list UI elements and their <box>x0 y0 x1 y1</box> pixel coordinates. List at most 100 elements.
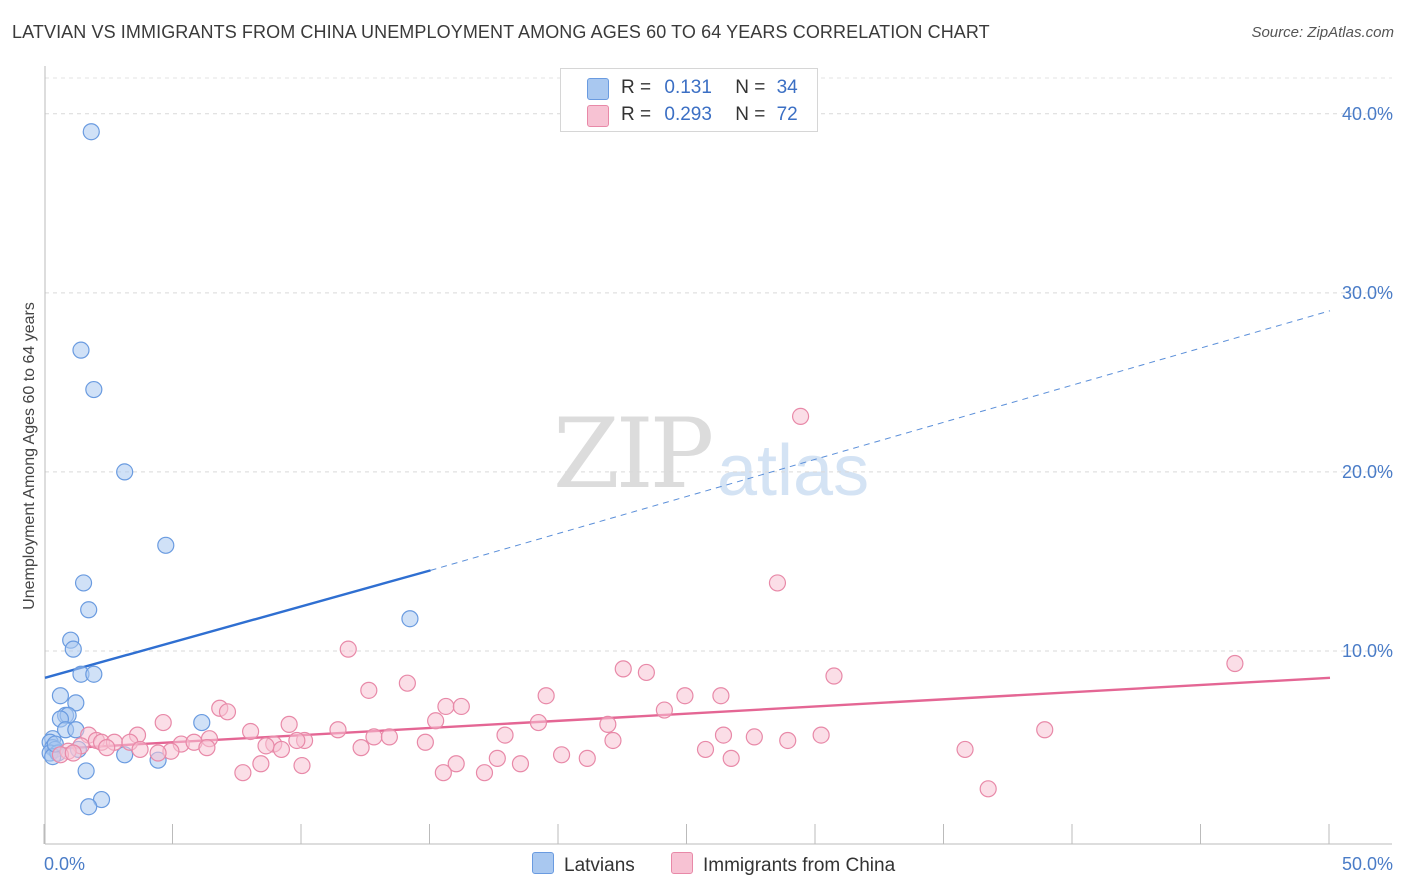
latvian-point <box>157 536 175 554</box>
china-point <box>825 667 843 685</box>
china-point <box>288 731 306 750</box>
axis-labels: 10.0% 20.0% 30.0% 40.0% 0.0% 50.0% Unemploymen… <box>21 104 1393 874</box>
china-point <box>218 703 237 721</box>
china-point <box>1226 654 1244 673</box>
y-tick-label: 20.0% <box>1342 462 1393 482</box>
china-point <box>198 739 216 757</box>
china-point <box>257 737 275 755</box>
latvian-point <box>92 790 111 809</box>
legend-n-value: 34 <box>776 77 798 98</box>
china-point <box>956 740 974 759</box>
china-point <box>578 749 596 767</box>
y-tick-label: 30.0% <box>1342 283 1393 303</box>
china-point <box>380 728 398 746</box>
legend-r-label: R = <box>621 77 652 98</box>
bottom-legend-label: Latvians <box>564 855 635 876</box>
legend-r-value: 0.131 <box>664 77 712 98</box>
china-trend-line <box>44 676 1331 751</box>
china-point <box>365 728 383 746</box>
china-point <box>352 739 370 757</box>
latvian-point <box>80 798 98 816</box>
latvian-point <box>401 610 419 628</box>
china-point <box>696 740 715 759</box>
grid <box>45 77 1392 652</box>
china-point <box>812 726 830 744</box>
china-point <box>511 755 530 773</box>
china-point <box>447 755 465 773</box>
china-point <box>979 780 997 798</box>
correlation-legend: R = 0.131 N = 34 R = 0.293 N = 72 <box>560 68 818 132</box>
china-point <box>452 697 470 716</box>
y-tick-label: 10.0% <box>1342 641 1393 661</box>
china-point <box>416 733 434 751</box>
china-point <box>745 728 763 746</box>
china-point <box>280 715 298 733</box>
x-tick-label: 0.0% <box>44 854 85 874</box>
legend-swatch-china <box>587 105 609 127</box>
china-point <box>768 574 787 592</box>
source-label: Source: ZipAtlas.com <box>1251 24 1394 41</box>
china-point <box>293 756 311 775</box>
legend-r-value: 0.293 <box>664 104 712 125</box>
legend-n-value: 72 <box>776 104 798 125</box>
bottom-legend-china: Immigrants from China <box>671 852 895 877</box>
y-axis-title: Unemployment Among Ages 60 to 64 years <box>21 302 38 610</box>
china-point <box>655 701 673 719</box>
china-point <box>714 726 733 744</box>
china-point <box>398 674 416 692</box>
china-point <box>496 726 514 744</box>
y-tick-label: 40.0% <box>1342 104 1393 124</box>
x-tick-label: 50.0% <box>1342 854 1393 874</box>
latvian-point <box>85 380 103 399</box>
china-point <box>154 713 172 732</box>
china-point <box>712 687 730 705</box>
watermark-atlas: atlas <box>717 431 870 511</box>
latvian-point <box>116 463 134 481</box>
china-point <box>475 764 494 782</box>
china-point <box>722 749 740 767</box>
china-point <box>360 681 378 699</box>
legend-row-latvians: R = 0.131 N = 34 <box>587 77 798 100</box>
china-point <box>252 755 270 773</box>
legend-n-label: N = <box>735 77 766 98</box>
latvian-trend-line <box>44 569 431 679</box>
watermark-zip: ZIP <box>553 398 714 510</box>
china-point <box>339 640 357 658</box>
china-point <box>98 739 116 757</box>
latvian-point <box>74 574 93 592</box>
legend-n-label: N = <box>735 104 766 125</box>
latvian-point <box>85 665 103 683</box>
china-point <box>537 687 555 705</box>
latvian-point <box>80 601 98 619</box>
china-point <box>437 697 455 716</box>
latvian-point <box>82 123 100 141</box>
china-point <box>552 746 571 764</box>
chart-title: LATVIAN VS IMMIGRANTS FROM CHINA UNEMPLO… <box>12 22 990 42</box>
legend-row-china: R = 0.293 N = 72 <box>587 104 798 127</box>
latvian-point <box>67 694 85 712</box>
china-point <box>779 731 797 750</box>
china-point <box>791 407 810 425</box>
bottom-legend-swatch-china <box>671 852 693 874</box>
china-point <box>329 721 347 739</box>
china-point <box>488 749 506 767</box>
china-point <box>1036 721 1054 739</box>
china-point <box>599 715 617 733</box>
trend-lines <box>44 310 1331 751</box>
china-point <box>64 744 82 762</box>
china-point <box>234 764 252 782</box>
china-point <box>604 731 622 750</box>
latvian-point <box>77 762 95 780</box>
china-point <box>637 663 655 682</box>
latvian-point <box>64 640 82 658</box>
legend-r-label: R = <box>621 104 652 125</box>
legend-swatch-latvians <box>587 78 609 100</box>
bottom-legend-swatch-latvians <box>532 852 554 874</box>
data-points <box>41 123 1244 816</box>
bottom-legend-latvians: Latvians <box>532 852 635 877</box>
china-point <box>149 744 167 762</box>
latvian-point <box>72 341 90 359</box>
china-point <box>242 722 260 741</box>
latvian-trend-extension <box>430 310 1331 571</box>
